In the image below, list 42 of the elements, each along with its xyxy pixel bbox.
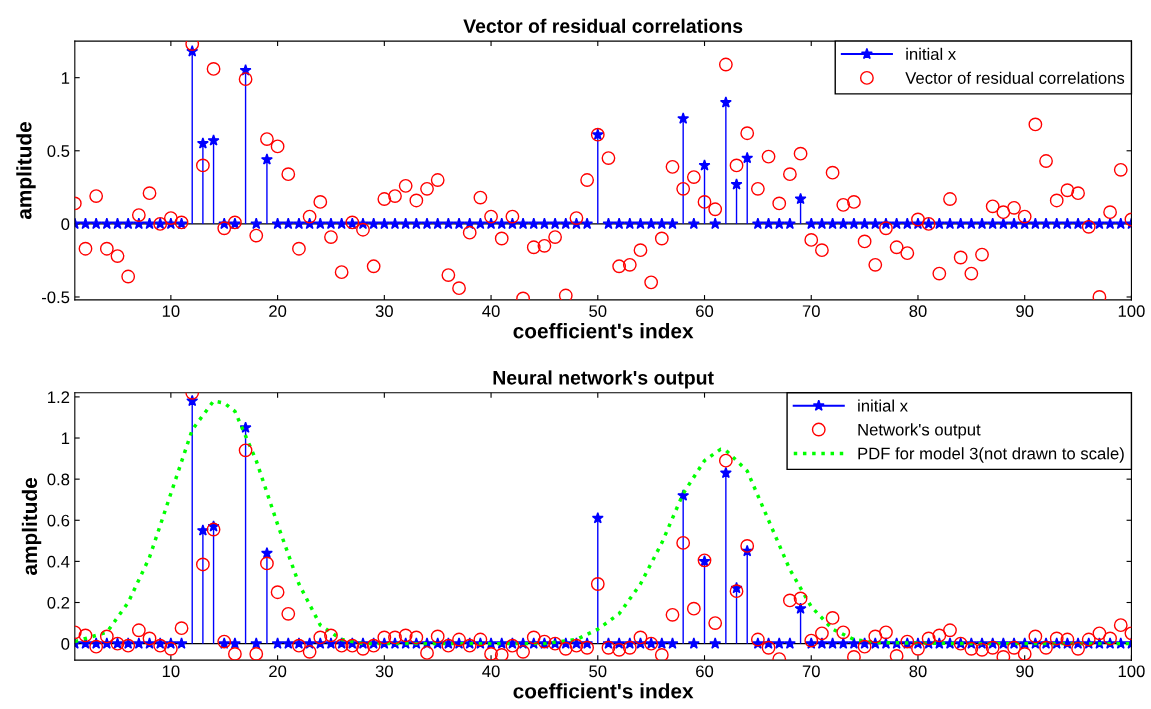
y-axis-title: amplitude xyxy=(16,122,36,220)
x-tick-label: 70 xyxy=(802,305,820,318)
y-tick-label: 0 xyxy=(61,218,70,231)
x-tick-label: 20 xyxy=(269,665,287,678)
y-tick-label: 0.5 xyxy=(47,145,70,157)
x-tick-label: 70 xyxy=(802,665,820,678)
x-tick-label: 100 xyxy=(1118,305,1145,318)
legend-label: initial x xyxy=(906,47,956,61)
x-tick-label: 30 xyxy=(375,665,393,678)
x-tick-label: 80 xyxy=(909,305,927,318)
x-tick-label: 40 xyxy=(482,665,500,678)
y-tick-label: 1 xyxy=(61,432,70,445)
x-tick-label: 50 xyxy=(589,665,607,678)
x-tick-label: 20 xyxy=(269,305,287,318)
x-tick-label: 80 xyxy=(909,665,927,678)
x-tick-label: 30 xyxy=(375,305,393,318)
y-tick-label: 1.2 xyxy=(48,391,70,403)
y-tick-label: 0 xyxy=(61,638,70,650)
y-tick-label: 1 xyxy=(61,72,70,84)
x-tick-label: 50 xyxy=(589,305,607,318)
y-tick-label: 0.2 xyxy=(47,596,70,609)
x-tick-label: 90 xyxy=(1016,665,1034,678)
y-tick-label: 0.6 xyxy=(47,514,70,527)
x-tick-label: 100 xyxy=(1118,665,1145,678)
y-tick-label: 0.8 xyxy=(47,473,70,486)
chart-title: Vector of residual correlations xyxy=(463,18,743,33)
y-tick-label: 0.4 xyxy=(47,555,70,568)
x-tick-label: 60 xyxy=(696,665,714,678)
y-tick-label: -0.5 xyxy=(41,291,70,304)
x-axis-title: coefficient's index xyxy=(513,683,694,699)
chart-title: Neural network's output xyxy=(493,370,714,389)
x-tick-label: 60 xyxy=(696,305,714,318)
legend-label: PDF for model 3(not drawn to scale) xyxy=(858,447,1124,463)
x-tick-label: 40 xyxy=(482,305,500,318)
legend-label: Network's output xyxy=(858,423,981,439)
legend-label: Vector of residual correlations xyxy=(905,71,1125,84)
x-tick-label: 90 xyxy=(1016,305,1034,318)
x-tick-label: 10 xyxy=(162,665,180,678)
legend-label: initial x xyxy=(858,399,908,412)
x-axis-title: coefficient's index xyxy=(513,323,694,339)
x-tick-label: 10 xyxy=(162,305,180,318)
y-axis-title: amplitude xyxy=(21,477,42,576)
